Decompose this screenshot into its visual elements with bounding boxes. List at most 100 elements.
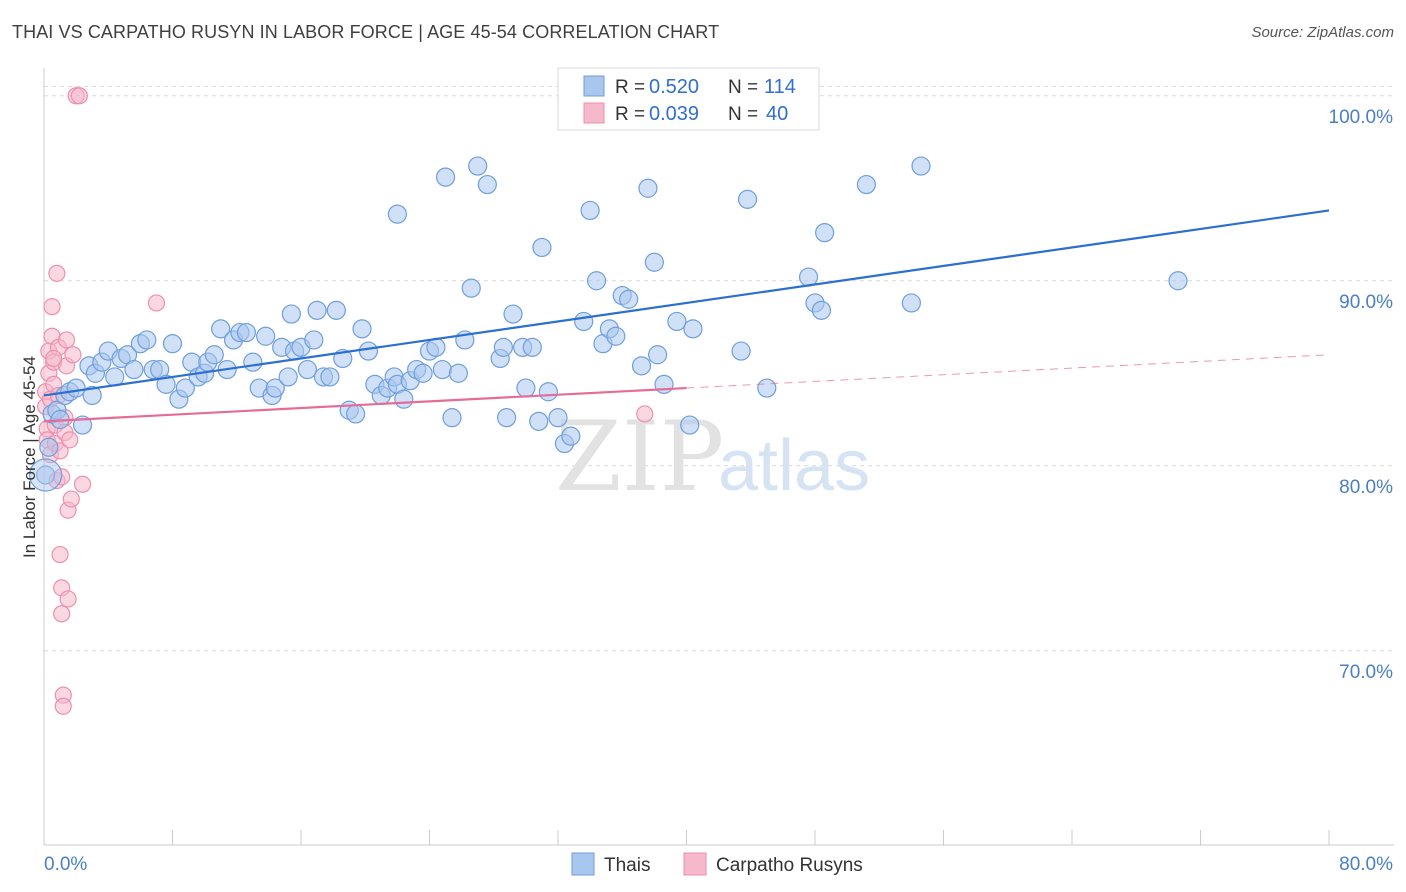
- legend-r-label-thais: R =: [615, 77, 645, 98]
- bottom-legend: Thais Carpatho Rusyns: [571, 852, 863, 876]
- y-tick-label-90: 90.0%: [1339, 292, 1393, 313]
- thai-point-92: [619, 289, 639, 309]
- rusyn-point-35: [73, 475, 92, 493]
- legend-n-value-thais: 114: [764, 76, 796, 98]
- thai-point-109: [856, 174, 877, 195]
- thai-point-74: [493, 337, 513, 357]
- rusyn-point-31: [62, 490, 80, 508]
- legend-r-value-thais: 0.520: [649, 76, 699, 98]
- rusyn-point-23: [54, 697, 72, 715]
- rusyn-point-9: [43, 298, 61, 316]
- thai-point-0: [36, 465, 56, 485]
- y-tick-labels: 70.0% 80.0% 90.0% 100.0%: [1329, 107, 1394, 683]
- thai-point-54: [358, 341, 379, 361]
- thai-point-18: [137, 330, 157, 350]
- thai-point-46: [307, 300, 327, 320]
- thai-point-111: [911, 156, 931, 176]
- thai-point-96: [647, 345, 668, 365]
- thai-point-104: [757, 378, 777, 398]
- thai-point-1: [39, 437, 59, 457]
- y-tick-label-70: 70.0%: [1339, 662, 1393, 683]
- legend-r-label-rusyns: R =: [615, 104, 645, 125]
- thai-point-94: [638, 178, 658, 198]
- thai-point-44: [297, 359, 318, 380]
- thai-point-100: [683, 319, 703, 339]
- thai-point-84: [561, 426, 581, 446]
- thai-point-113: [387, 204, 407, 224]
- thai-point-65: [426, 337, 446, 357]
- rusyn-point-20: [53, 605, 71, 623]
- bottom-legend-label-rusyns: Carpatho Rusyns: [716, 855, 863, 876]
- thai-point-98: [667, 311, 687, 332]
- bottom-legend-swatch-rusyns: [683, 852, 707, 876]
- rusyn-point-36: [147, 294, 166, 312]
- thai-point-66: [432, 359, 452, 380]
- thai-point-99: [680, 415, 700, 435]
- thai-point-82: [548, 408, 568, 428]
- legend-n-value-rusyns: 40: [766, 103, 788, 125]
- rusyn-point-30: [61, 431, 79, 449]
- thai-point-76: [503, 304, 523, 324]
- watermark-atlas: atlas: [718, 426, 870, 506]
- thai-point-45: [304, 330, 324, 350]
- thai-point-85: [574, 311, 594, 332]
- thai-point-108: [815, 223, 835, 243]
- thai-point-34: [236, 322, 256, 343]
- watermark: ZIP atlas: [555, 401, 870, 513]
- legend-n-label-thais: N =: [728, 77, 758, 98]
- thai-point-79: [529, 411, 549, 431]
- thai-point-117: [82, 385, 102, 406]
- chart-title: THAI VS CARPATHO RUSYN IN LABOR FORCE | …: [12, 22, 720, 42]
- thai-point-53: [352, 319, 372, 339]
- legend-swatch-rusyns: [583, 102, 605, 124]
- rusyn-point-14: [48, 264, 66, 282]
- thai-point-103: [737, 189, 758, 209]
- thai-point-116: [281, 304, 301, 324]
- thai-point-35: [243, 352, 263, 372]
- thai-point-110: [901, 293, 921, 313]
- x-tick-label-max: 80.0%: [1339, 854, 1393, 875]
- rusyn-point-38: [45, 349, 63, 368]
- thai-point-16: [124, 359, 144, 380]
- x-tick-label-min: 0.0%: [44, 854, 87, 875]
- thai-point-70: [461, 278, 481, 298]
- bottom-legend-label-thais: Thais: [604, 855, 650, 876]
- rusyn-point-34: [70, 87, 88, 105]
- thai-point-97: [654, 374, 674, 394]
- source-label: Source: ZipAtlas.com: [1251, 24, 1394, 41]
- thai-point-105: [798, 267, 819, 287]
- thai-point-112: [1168, 271, 1188, 291]
- thai-point-80: [532, 237, 552, 258]
- thai-point-115: [516, 378, 536, 398]
- thai-point-67: [442, 408, 462, 428]
- rusyn-point-37: [636, 405, 654, 423]
- rusyn-point-19: [51, 545, 69, 564]
- thai-point-37: [256, 326, 276, 346]
- thai-point-30: [211, 319, 231, 339]
- thai-point-13: [105, 367, 125, 387]
- thai-point-107: [811, 300, 832, 320]
- trend-lines: [43, 209, 1330, 423]
- thai-point-52: [346, 404, 366, 424]
- thai-point-7: [66, 378, 86, 398]
- thai-point-87: [586, 271, 607, 291]
- thai-point-90: [606, 326, 626, 346]
- thai-point-93: [631, 356, 652, 376]
- thai-point-24: [175, 378, 195, 398]
- thai-point-78: [522, 337, 542, 357]
- thai-point-95: [644, 252, 664, 272]
- thai-point-cluster: [29, 458, 63, 492]
- thai-point-102: [731, 341, 751, 361]
- trend-line-dashed-1: [686, 354, 1330, 389]
- bottom-legend-swatch-thais: [571, 852, 595, 876]
- thai-point-72: [477, 174, 497, 195]
- x-ticks: [172, 830, 1330, 845]
- thai-point-48: [320, 367, 340, 387]
- thai-point-81: [538, 382, 558, 402]
- legend-box: R = 0.520 N = 114 R = 0.039 N = 40: [557, 67, 820, 131]
- legend-n-label-rusyns: N =: [728, 104, 758, 125]
- thai-point-22: [162, 334, 183, 354]
- legend-r-value-rusyns: 0.039: [649, 103, 699, 125]
- thai-point-60: [394, 389, 414, 409]
- thai-point-68: [448, 363, 469, 383]
